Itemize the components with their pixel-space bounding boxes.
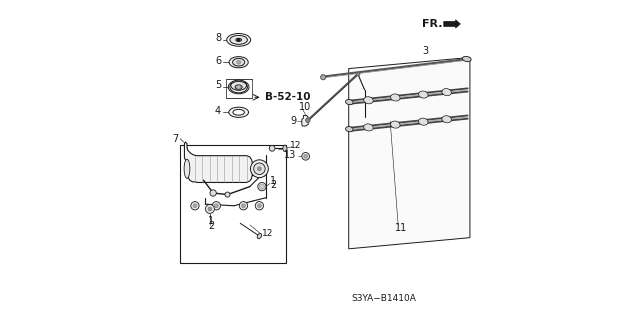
Circle shape [237, 39, 240, 41]
Ellipse shape [184, 159, 190, 178]
Ellipse shape [364, 124, 373, 131]
Ellipse shape [230, 80, 246, 90]
Ellipse shape [390, 94, 400, 101]
Circle shape [205, 204, 214, 213]
Ellipse shape [442, 89, 451, 96]
Ellipse shape [419, 118, 428, 125]
Text: 6: 6 [215, 56, 221, 66]
Text: 12: 12 [262, 229, 273, 238]
Circle shape [214, 204, 218, 208]
Circle shape [239, 202, 248, 210]
Polygon shape [444, 20, 460, 28]
Text: 9: 9 [290, 116, 296, 126]
Circle shape [237, 60, 241, 64]
Circle shape [255, 202, 264, 210]
Circle shape [250, 160, 268, 178]
Text: 4: 4 [215, 106, 221, 116]
Circle shape [306, 118, 310, 122]
Ellipse shape [390, 121, 400, 128]
Circle shape [253, 163, 265, 174]
Circle shape [257, 167, 261, 171]
Ellipse shape [235, 85, 242, 89]
Circle shape [191, 202, 199, 210]
Text: 1: 1 [270, 176, 276, 186]
Ellipse shape [232, 58, 244, 66]
Ellipse shape [236, 38, 241, 41]
Polygon shape [184, 142, 252, 182]
Ellipse shape [462, 56, 471, 62]
Circle shape [193, 204, 197, 208]
Text: 8: 8 [215, 33, 221, 43]
Text: 12: 12 [290, 141, 301, 150]
Circle shape [225, 192, 230, 197]
Circle shape [258, 182, 266, 191]
Circle shape [210, 190, 216, 196]
Ellipse shape [229, 57, 248, 68]
Text: 5: 5 [215, 80, 221, 91]
Text: 7: 7 [172, 134, 179, 144]
Text: FR.: FR. [422, 19, 443, 29]
Circle shape [208, 207, 212, 211]
Circle shape [304, 154, 308, 158]
Ellipse shape [230, 35, 248, 44]
Circle shape [321, 75, 326, 80]
Circle shape [237, 85, 241, 89]
Ellipse shape [442, 116, 451, 123]
Text: 11: 11 [395, 223, 407, 233]
Bar [225, 79, 252, 98]
Circle shape [356, 72, 360, 76]
Circle shape [269, 145, 275, 151]
Bar [180, 145, 285, 263]
Circle shape [302, 152, 310, 160]
Text: B-52-10: B-52-10 [265, 92, 310, 102]
Ellipse shape [233, 109, 244, 115]
Text: 1: 1 [209, 216, 214, 226]
Text: 10: 10 [300, 102, 312, 112]
Ellipse shape [257, 234, 262, 239]
Circle shape [257, 204, 261, 208]
Ellipse shape [228, 107, 248, 117]
Polygon shape [349, 57, 470, 249]
Circle shape [259, 184, 264, 189]
Text: 13: 13 [284, 150, 296, 160]
Circle shape [241, 204, 245, 208]
Ellipse shape [228, 80, 249, 94]
Ellipse shape [419, 91, 428, 98]
Circle shape [212, 202, 220, 210]
Text: S3YA−B1410A: S3YA−B1410A [351, 294, 416, 303]
Ellipse shape [346, 100, 353, 105]
Text: 2: 2 [270, 180, 276, 190]
Ellipse shape [227, 33, 251, 46]
Text: 3: 3 [422, 46, 428, 56]
Ellipse shape [346, 127, 353, 132]
Polygon shape [302, 115, 308, 126]
Text: 2: 2 [209, 221, 214, 232]
Ellipse shape [364, 97, 373, 104]
Ellipse shape [283, 145, 287, 152]
